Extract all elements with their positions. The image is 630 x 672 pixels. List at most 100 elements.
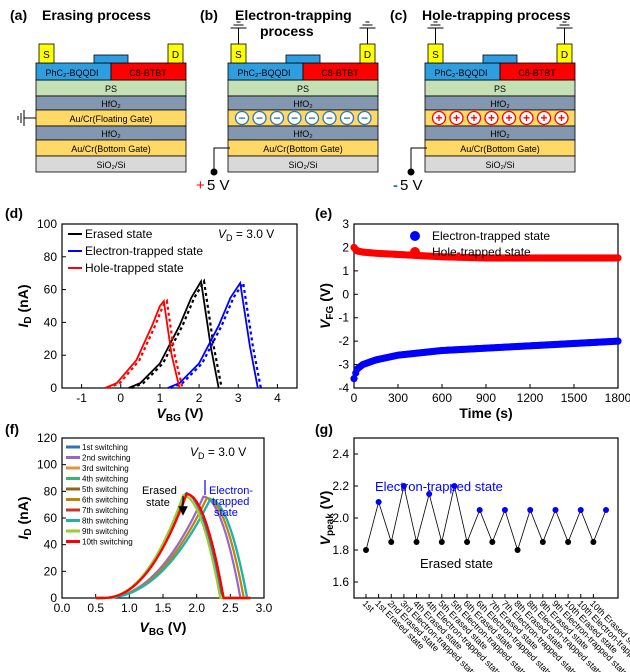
y-tick-label: 120 (37, 431, 57, 445)
panel-c-label: (c) (390, 7, 407, 23)
data-point (614, 337, 622, 345)
charge-symbol: − (308, 111, 315, 125)
legend-label: Erased state (85, 227, 153, 241)
x-tick-label: 1.5 (155, 601, 172, 615)
source-electrode (38, 43, 55, 64)
source-text: S (235, 50, 242, 61)
y-tick-label: 20 (44, 564, 58, 578)
panel-e-label: (e) (315, 205, 332, 221)
x-tick-label: 0.0 (54, 601, 71, 615)
bqqdi-text: PhC₂-BQQDI (45, 68, 98, 78)
data-point (375, 499, 382, 505)
legend-label: 2nd switching (82, 454, 130, 463)
x-tick-label: 0.5 (87, 601, 104, 615)
charge-symbol: + (505, 111, 512, 125)
y-tick-label: -2 (338, 334, 349, 348)
y-tick-label: -4 (338, 381, 349, 395)
electron-charge: − (357, 110, 372, 126)
charge-circle (322, 110, 337, 126)
charge-circle (466, 110, 482, 126)
substrate-layer (35, 155, 187, 173)
legend-label: Electron-trapped state (85, 244, 203, 258)
x-tick-label: 1.0 (121, 601, 138, 615)
charge-circle (554, 110, 569, 126)
switching-curve (95, 498, 251, 600)
data-point (552, 507, 559, 513)
hole-charge: + (449, 110, 464, 126)
charge-symbol: + (540, 111, 547, 125)
charge-circle (536, 110, 552, 126)
x-tick-label: -1 (76, 391, 87, 405)
hfo2-bottom-layer-text: HfO₂ (101, 129, 121, 139)
hfo2-bottom-layer-text: HfO₂ (490, 129, 510, 139)
voltage-c: 5 V (400, 177, 423, 194)
data-point (489, 539, 496, 545)
charge-circle (339, 110, 355, 126)
erased-label: Erased state (420, 556, 493, 571)
electron-charge: − (234, 110, 250, 126)
electron-charge: − (304, 110, 320, 126)
electron-charge: − (339, 110, 355, 126)
chart-e: 0 300 600 900 1200 1500 1800 -4 -3 -2 -1 0 1 2 3 Electr… (317, 217, 630, 421)
charge-circle (287, 110, 302, 126)
y-tick-label: 60 (44, 283, 58, 297)
x-tick-label: 2.5 (222, 601, 239, 615)
series-line (365, 485, 607, 552)
panel-c-title: Hole-trapping process (422, 7, 571, 23)
hole-charge: + (431, 110, 447, 126)
series-dotted (170, 280, 262, 390)
data-point (388, 539, 395, 545)
y-axis-label: ID (nA) (15, 284, 34, 327)
trapped-label-3: state (214, 507, 238, 519)
panel-g-label: (g) (315, 421, 333, 437)
charge-symbol: + (558, 111, 565, 125)
legend-label: 8th switching (82, 517, 128, 526)
hole-charge: + (536, 110, 552, 126)
charge-symbol: − (256, 111, 263, 125)
hfo2-top-layer-text: HfO₂ (293, 99, 313, 109)
ps-layer-text: PS (105, 84, 117, 94)
bottom-gate-layer-text: Au/Cr(Bottom Gate) (263, 144, 343, 154)
charge-symbol: + (453, 111, 460, 125)
device-schematic-a: PS HfO₂ Au/Cr(Floating Gate) HfO₂ Au/Cr(Bott… (17, 43, 187, 173)
data-point (514, 547, 521, 553)
substrate-layer (424, 155, 576, 173)
hfo2-top-layer-text: HfO₂ (101, 99, 121, 109)
charge-circle (269, 110, 285, 126)
charge-symbol: − (273, 111, 280, 125)
erased-label-1: Erased (142, 485, 177, 497)
legend-label: 3rd switching (82, 464, 129, 473)
c8btbt-text: C8-BTBT (321, 68, 359, 78)
legend-label: Hole-trapped state (432, 245, 531, 259)
charge-circle (449, 110, 464, 126)
source-text: S (432, 50, 439, 61)
charge-symbol: − (343, 111, 350, 125)
legend-label: 7th switching (82, 506, 128, 515)
bqqdi-text: PhC₂-BQQDI (434, 68, 487, 78)
charge-circle (304, 110, 320, 126)
device-schematic-b: PS HfO₂ HfO₂ Au/Cr(Bottom Gate) SiO₂/Si PhC₂-… (210, 21, 379, 176)
trapped-label-2: trapped (212, 496, 249, 508)
x-tick-label: 4 (274, 391, 281, 405)
y-tick-label: 20 (44, 348, 58, 362)
electron-charge: − (287, 110, 302, 126)
switching-curve (95, 492, 251, 600)
y-tick-label: 60 (44, 511, 58, 525)
hfo2-top-layer-text: HfO₂ (490, 99, 510, 109)
charge-symbol: − (238, 111, 245, 125)
y-tick-label: 2.4 (332, 447, 349, 461)
data-point (539, 539, 546, 545)
drain-text: D (172, 50, 179, 61)
hfo2-bottom-layer-text: HfO₂ (293, 129, 313, 139)
c8btbt-text: C8-BTBT (129, 68, 167, 78)
y-tick-label: 1.8 (332, 543, 349, 557)
erased-label-2: state (146, 497, 170, 509)
y-axis-label: Vpeak (V) (317, 491, 336, 546)
y-tick-label: 0 (342, 287, 349, 301)
x-axis-label: VBG (V) (140, 619, 187, 638)
gate-terminal (210, 168, 218, 176)
series-line (128, 278, 220, 389)
y-tick-label: 2.2 (332, 479, 349, 493)
chart-f: 0.0 0.5 1.0 1.5 2.0 2.5 3.0 0 20 40 60 80 100 120 1st … (15, 431, 273, 638)
